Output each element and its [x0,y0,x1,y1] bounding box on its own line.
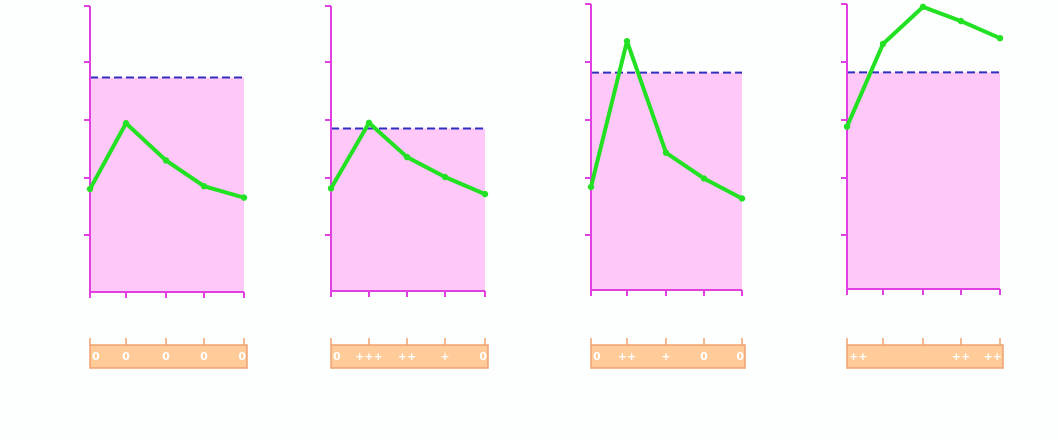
chart-panel-2: 0 +++ ++ +0 [325,5,489,369]
data-point [200,182,208,190]
score-label: + [440,350,449,363]
data-point [843,123,851,130]
data-point [623,37,631,45]
score-label: 0 [593,350,601,363]
score-label: 0 [92,350,100,363]
score-strip: ++ ++ ++ [846,338,1004,369]
data-point [700,175,708,182]
score-label: ++ [398,350,416,363]
score-label: + [661,350,670,363]
score-label: 0 [479,350,487,363]
score-strip-bar [846,344,1004,369]
score-strip: 0 0 0 0 0 [89,338,248,369]
data-point [957,17,965,25]
data-point [403,153,411,161]
data-point [919,3,927,11]
data-point [441,173,449,181]
normal-range-shade [847,72,1000,290]
data-point [879,40,887,48]
chart-panel-3: 0 ++ +0 0 [585,3,746,369]
score-label: 0 [736,350,744,363]
score-strip: 0 ++ +0 0 [590,338,746,369]
score-label: ++ [618,350,636,363]
data-point [240,194,248,201]
score-strip-bar [330,344,489,369]
score-label: +++ [355,350,383,363]
data-point [662,149,670,156]
score-strip-bar [590,344,746,369]
score-label: 0 [200,350,208,363]
normal-range-shade [591,72,742,290]
data-point [738,195,746,202]
score-label: 0 [162,350,170,363]
data-point [122,120,130,127]
data-point [86,185,94,193]
score-label: ++ [984,350,1002,363]
data-point [996,35,1004,42]
data-point [481,190,489,198]
score-label: ++ [952,350,970,363]
score-label: ++ [849,350,867,363]
data-point [327,185,335,192]
normal-range-shade [331,128,485,291]
data-point [162,157,170,164]
chart-panel-1: 0 0 0 0 0 [84,5,248,369]
data-point [365,119,373,127]
score-strip: 0 +++ ++ +0 [330,338,489,369]
score-label: 0 [238,350,246,363]
score-label: 0 [333,350,341,363]
normal-range-shade [90,77,244,292]
score-label: 0 [122,350,130,363]
chart-panel-4: ++ ++ ++ [841,3,1004,369]
score-label: 0 [700,350,708,363]
data-point [587,183,595,191]
score-strip-bar [89,344,248,369]
